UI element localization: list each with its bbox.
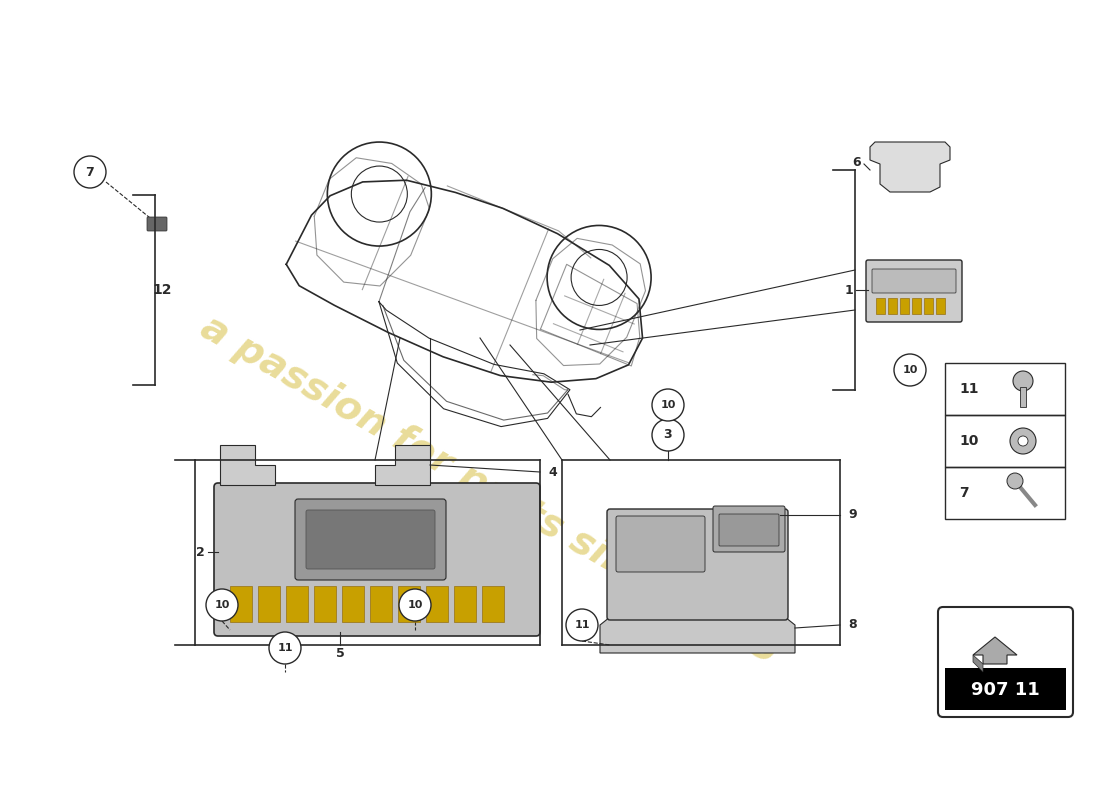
Bar — [370, 586, 392, 622]
FancyBboxPatch shape — [147, 217, 167, 231]
Text: 7: 7 — [86, 166, 95, 178]
Text: 9: 9 — [848, 509, 857, 522]
FancyBboxPatch shape — [866, 260, 962, 322]
Bar — [482, 586, 504, 622]
Bar — [924, 298, 933, 314]
Bar — [912, 298, 921, 314]
Polygon shape — [974, 637, 1018, 664]
Bar — [426, 586, 448, 622]
Circle shape — [74, 156, 106, 188]
Circle shape — [894, 354, 926, 386]
Bar — [888, 298, 896, 314]
Polygon shape — [974, 655, 983, 672]
Text: 12: 12 — [152, 283, 172, 297]
FancyBboxPatch shape — [938, 607, 1072, 717]
Circle shape — [1010, 428, 1036, 454]
Bar — [454, 586, 476, 622]
Bar — [936, 298, 945, 314]
Text: 11: 11 — [574, 620, 590, 630]
Circle shape — [652, 419, 684, 451]
Text: 1: 1 — [845, 283, 853, 297]
Text: 8: 8 — [848, 618, 857, 631]
Polygon shape — [375, 445, 430, 485]
FancyBboxPatch shape — [295, 499, 446, 580]
Bar — [876, 298, 886, 314]
Text: a passion for parts since 1965: a passion for parts since 1965 — [195, 308, 785, 672]
Circle shape — [1018, 436, 1028, 446]
FancyBboxPatch shape — [607, 509, 788, 620]
Bar — [342, 586, 364, 622]
Circle shape — [206, 589, 238, 621]
Polygon shape — [220, 445, 275, 485]
Circle shape — [652, 389, 684, 421]
Text: 10: 10 — [660, 400, 675, 410]
Circle shape — [270, 632, 301, 664]
Circle shape — [399, 589, 431, 621]
Text: 11: 11 — [277, 643, 293, 653]
Circle shape — [1013, 371, 1033, 391]
Text: 3: 3 — [663, 429, 672, 442]
Text: 10: 10 — [407, 600, 422, 610]
Text: 10: 10 — [902, 365, 917, 375]
FancyBboxPatch shape — [872, 269, 956, 293]
Polygon shape — [600, 617, 795, 653]
Bar — [230, 586, 252, 622]
Text: 4: 4 — [548, 466, 557, 478]
FancyBboxPatch shape — [616, 516, 705, 572]
FancyBboxPatch shape — [306, 510, 434, 569]
Bar — [286, 586, 308, 622]
Bar — [1020, 387, 1026, 407]
Bar — [314, 586, 336, 622]
Bar — [945, 467, 1065, 519]
Text: 2: 2 — [196, 546, 205, 558]
Text: 10: 10 — [214, 600, 230, 610]
Circle shape — [1006, 473, 1023, 489]
FancyBboxPatch shape — [214, 483, 540, 636]
Text: 7: 7 — [959, 486, 969, 500]
Polygon shape — [870, 142, 950, 192]
Bar — [945, 668, 1066, 710]
Text: 907 11: 907 11 — [971, 681, 1040, 699]
FancyBboxPatch shape — [719, 514, 779, 546]
Text: 10: 10 — [959, 434, 978, 448]
Bar — [258, 586, 280, 622]
FancyBboxPatch shape — [713, 506, 785, 552]
Bar — [900, 298, 909, 314]
Circle shape — [566, 609, 598, 641]
Bar — [945, 363, 1065, 415]
Text: 6: 6 — [852, 155, 861, 169]
Text: 11: 11 — [959, 382, 979, 396]
Text: 5: 5 — [336, 647, 344, 660]
Bar — [945, 415, 1065, 467]
Bar — [398, 586, 420, 622]
